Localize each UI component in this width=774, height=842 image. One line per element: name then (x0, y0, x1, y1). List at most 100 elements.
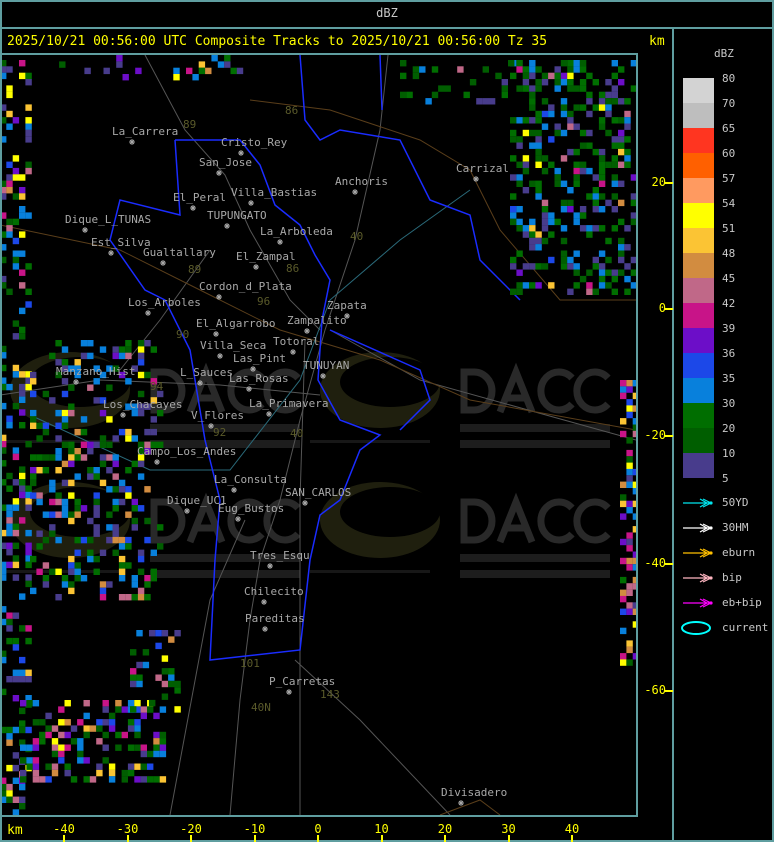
y-tick-label: -40 (644, 556, 666, 570)
radar-echo-cell (130, 674, 137, 681)
radar-echo-cell (2, 479, 7, 486)
place-label: Chilecito (244, 585, 304, 598)
radar-echo-cell (632, 608, 636, 615)
radar-echo-cell (522, 72, 530, 80)
radar-echo-cell (632, 424, 636, 431)
radar-echo-cell (573, 212, 580, 219)
radar-echo-cell (632, 500, 636, 508)
radar-echo-cell (93, 378, 100, 385)
radar-echo-cell (2, 688, 7, 696)
radar-echo-cell (516, 66, 523, 73)
radar-echo-cell (6, 288, 13, 295)
radar-echo-cell (488, 98, 496, 105)
radar-echo-cell (2, 72, 7, 80)
radar-echo-cell (535, 161, 542, 168)
radar-echo-cell (55, 492, 62, 499)
radar-echo-cell (632, 576, 636, 584)
radar-echo-cell (2, 212, 7, 219)
radar-echo-cell (99, 581, 107, 588)
radar-echo-cell (560, 263, 568, 270)
radar-echo-cell (144, 536, 151, 544)
radar-echo-cell (20, 744, 27, 751)
radar-echo-cell (630, 218, 636, 226)
place-marker-icon (304, 328, 310, 334)
radar-echo-cell (99, 397, 107, 404)
legend-level-label: 5 (722, 472, 729, 485)
radar-echo-cell (174, 630, 181, 637)
place-label: Est_Silva (91, 236, 151, 249)
radar-echo-cell (51, 769, 59, 777)
radar-echo-cell (134, 731, 141, 739)
road-line (2, 379, 321, 396)
place-label: Villa_Seca (200, 339, 266, 352)
legend-level-label: 39 (722, 322, 736, 335)
radar-echo-cell (25, 136, 32, 143)
radar-echo-cell (25, 123, 32, 130)
radar-echo-cell (592, 288, 599, 295)
radar-echo-cell (516, 161, 523, 168)
radar-echo-cell (12, 453, 20, 461)
radar-echo-cell (632, 405, 636, 412)
place-marker-icon (145, 310, 151, 316)
radar-echo-cell (541, 72, 549, 80)
radar-echo-cell (12, 809, 20, 815)
radar-echo-cell (620, 481, 627, 488)
track-arrow-icon (683, 523, 713, 533)
radar-echo-cell (25, 549, 32, 556)
route-number: 92 (213, 426, 226, 439)
place-marker-icon (160, 260, 166, 266)
radar-echo-cell (125, 511, 132, 518)
radar-echo-cell (510, 288, 517, 295)
radar-echo-cell (118, 352, 126, 360)
radar-echo-cell (74, 371, 81, 379)
radar-echo-cell (19, 206, 26, 213)
radar-echo-cell (125, 467, 132, 474)
route-number: 94 (150, 380, 164, 393)
radar-echo-cell (501, 79, 508, 86)
radar-echo-cell (150, 428, 157, 436)
radar-echo-cell (68, 581, 75, 588)
radar-echo-cell (535, 79, 542, 86)
radar-echo-cell (560, 237, 568, 245)
radar-echo-cell (137, 568, 145, 575)
radar-echo-cell (19, 72, 26, 80)
place-label: SAN_CARLOS (285, 486, 351, 499)
radar-echo-cell (6, 739, 13, 746)
place-marker-icon (216, 170, 222, 176)
place-label: Divisadero (441, 786, 507, 799)
radar-echo-cell (49, 530, 56, 537)
radar-echo-cell (49, 498, 56, 506)
radar-echo-cell (49, 568, 56, 575)
radar-echo-cell (55, 594, 62, 601)
radar-echo-cell (25, 695, 32, 702)
radar-echo-cell (137, 403, 145, 410)
radar-echo-cell (87, 352, 94, 360)
radar-echo-cell (125, 492, 132, 499)
radar-echo-cell (74, 511, 81, 518)
radar-echo-cell (6, 517, 13, 524)
legend-swatch (683, 303, 714, 328)
radar-echo-cell (586, 231, 593, 238)
radar-echo-cell (45, 712, 52, 720)
radar-echo-cell (541, 167, 549, 175)
radar-echo-cell (108, 769, 116, 777)
radar-echo-cell (30, 390, 37, 398)
radar-map[interactable]: 89 86 40 86 96 89 90 94 92 40 101 143 40N La_Carrera C… (2, 54, 636, 815)
place-marker-icon (286, 689, 292, 695)
radar-echo-cell (611, 275, 618, 283)
radar-echo-cell (510, 206, 517, 213)
radar-echo-cell (567, 85, 574, 92)
place-label: Carrizal (456, 162, 509, 175)
legend-swatch (683, 203, 714, 228)
radar-echo-cell (482, 98, 489, 105)
radar-echo-cell (80, 441, 88, 448)
radar-echo-cell (626, 475, 633, 482)
radar-echo-cell (573, 282, 580, 289)
radar-echo-cell (115, 706, 122, 713)
radar-echo-cell (630, 212, 636, 219)
track-arrow-icon (683, 548, 713, 558)
place-label: Los_Arboles (128, 296, 201, 309)
radar-echo-cell (26, 744, 33, 751)
radar-echo-cell (579, 167, 587, 175)
radar-echo-cell (36, 568, 43, 575)
